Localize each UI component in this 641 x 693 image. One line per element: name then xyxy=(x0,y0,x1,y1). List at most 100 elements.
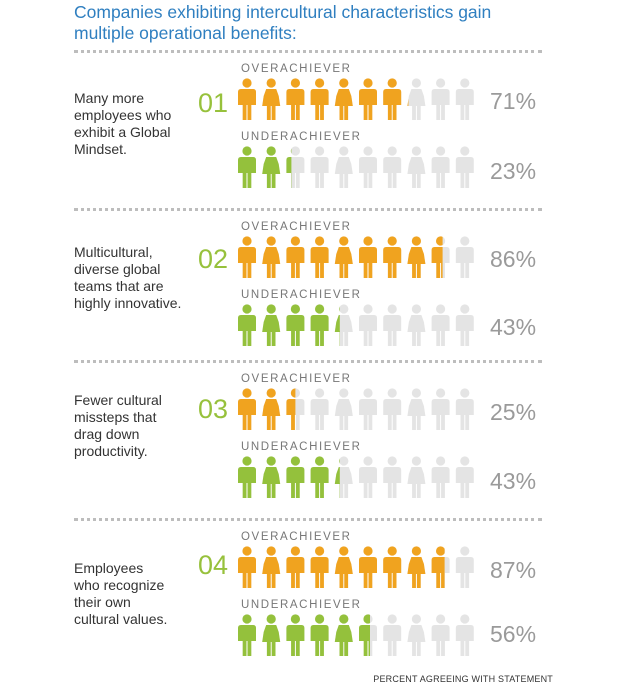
series-label-overachiever: OVERACHIEVER xyxy=(241,221,352,233)
pictograph-overachiever xyxy=(236,78,484,122)
person-icon xyxy=(455,304,474,346)
person-icon xyxy=(238,146,256,188)
person-icon xyxy=(334,546,353,588)
percent-value: 25% xyxy=(490,399,537,425)
person-icon xyxy=(431,78,450,120)
desc-line: highly innovative. xyxy=(74,295,182,311)
person-icon xyxy=(359,546,377,588)
pictograph-svg xyxy=(238,146,474,188)
percent-value: 23% xyxy=(490,158,537,184)
series-label-underachiever: UNDERACHIEVER xyxy=(241,289,362,301)
person-icon xyxy=(310,236,329,278)
series-label-overachiever: OVERACHIEVER xyxy=(241,373,352,385)
person-icon xyxy=(310,614,329,656)
person-icon xyxy=(310,388,329,430)
person-icon xyxy=(286,304,305,346)
desc-line: who recognize xyxy=(74,577,165,593)
person-icon xyxy=(310,78,329,120)
person-icon xyxy=(455,236,474,278)
person-icon xyxy=(431,546,450,588)
person-icon xyxy=(310,456,329,498)
percent-value: 87% xyxy=(490,557,537,583)
divider xyxy=(74,50,542,53)
person-icon xyxy=(334,236,353,278)
person-icon xyxy=(455,456,474,498)
benefit-description: Many more employees who exhibit a Global… xyxy=(74,90,204,158)
percent-value: 43% xyxy=(490,468,537,494)
title-line-1: Companies exhibiting intercultural chara… xyxy=(74,2,492,22)
person-icon xyxy=(286,146,305,188)
percent-value: 71% xyxy=(490,88,537,114)
desc-line: Multicultural, xyxy=(74,244,153,260)
desc-line: missteps that xyxy=(74,409,157,425)
person-icon xyxy=(286,614,305,656)
pictograph-underachiever xyxy=(236,304,484,348)
person-icon xyxy=(238,456,256,498)
benefit-description: Multicultural, diverse global teams that… xyxy=(74,244,204,312)
benefit-number: 03 xyxy=(198,394,229,424)
person-icon xyxy=(359,78,377,120)
chart-title: Companies exhibiting intercultural chara… xyxy=(74,2,594,44)
divider xyxy=(74,208,542,211)
desc-line: teams that are xyxy=(74,278,164,294)
pictograph-svg xyxy=(238,304,474,346)
person-icon xyxy=(407,388,426,430)
series-label-underachiever: UNDERACHIEVER xyxy=(241,441,362,453)
person-icon xyxy=(431,146,450,188)
person-icon xyxy=(334,388,353,430)
person-icon xyxy=(238,78,256,120)
person-icon xyxy=(310,546,329,588)
benefit-row-4: Employees who recognize their own cultur… xyxy=(0,526,641,666)
percent-value: 56% xyxy=(490,621,537,647)
person-icon xyxy=(383,614,402,656)
desc-line: productivity. xyxy=(74,443,148,459)
person-icon xyxy=(262,614,281,656)
person-icon xyxy=(238,614,256,656)
person-icon xyxy=(238,388,256,430)
footer-note: PERCENT AGREEING WITH STATEMENT xyxy=(373,674,553,684)
person-icon xyxy=(334,456,353,498)
person-icon xyxy=(286,236,305,278)
person-icon xyxy=(262,304,281,346)
person-icon xyxy=(310,304,329,346)
benefit-description: Employees who recognize their own cultur… xyxy=(74,560,204,628)
person-icon xyxy=(238,546,256,588)
person-icon xyxy=(310,146,329,188)
person-icon xyxy=(455,546,474,588)
person-icon xyxy=(431,388,450,430)
person-icon xyxy=(359,388,377,430)
person-icon xyxy=(286,456,305,498)
desc-line: their own xyxy=(74,594,131,610)
person-icon xyxy=(262,456,281,498)
series-label-underachiever: UNDERACHIEVER xyxy=(241,599,362,611)
person-icon xyxy=(407,146,426,188)
person-icon xyxy=(334,304,353,346)
benefit-number: 02 xyxy=(198,244,229,274)
desc-line: Many more xyxy=(74,90,145,106)
pictograph-overachiever xyxy=(236,388,484,432)
desc-line: diverse global xyxy=(74,261,161,277)
percent-value: 86% xyxy=(490,246,537,272)
pictograph-svg xyxy=(238,614,474,656)
benefit-number: 04 xyxy=(198,550,229,580)
person-icon xyxy=(407,78,426,120)
person-icon xyxy=(431,456,450,498)
pictograph-svg xyxy=(238,78,474,120)
benefit-row-2: Multicultural, diverse global teams that… xyxy=(0,216,641,356)
pictograph-svg xyxy=(238,456,474,498)
person-icon xyxy=(334,146,353,188)
person-icon xyxy=(286,546,305,588)
person-icon xyxy=(286,388,305,430)
pictograph-underachiever xyxy=(236,614,484,658)
benefit-description: Fewer cultural missteps that drag down p… xyxy=(74,392,204,460)
person-icon xyxy=(431,236,450,278)
series-label-overachiever: OVERACHIEVER xyxy=(241,63,352,75)
person-icon xyxy=(359,304,377,346)
person-icon xyxy=(359,614,377,656)
person-icon xyxy=(383,304,402,346)
person-icon xyxy=(455,78,474,120)
desc-line: exhibit a Global xyxy=(74,124,171,140)
person-icon xyxy=(455,146,474,188)
person-icon xyxy=(407,304,426,346)
desc-line: drag down xyxy=(74,426,140,442)
